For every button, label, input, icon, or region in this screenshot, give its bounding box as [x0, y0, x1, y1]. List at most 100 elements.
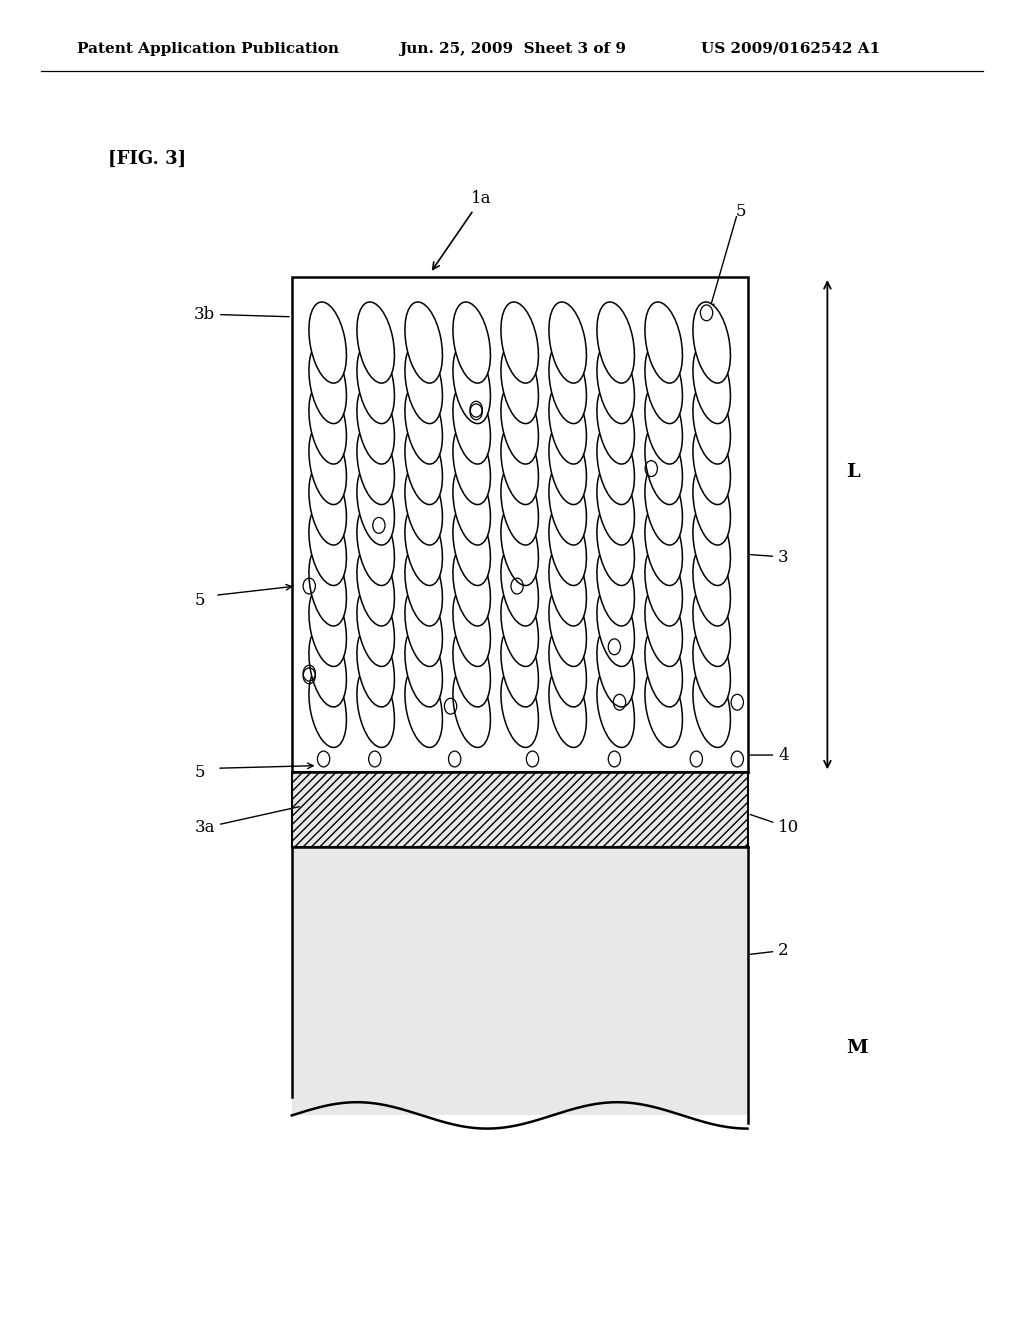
Ellipse shape [501, 302, 539, 383]
Ellipse shape [693, 424, 730, 504]
Ellipse shape [309, 626, 346, 708]
Ellipse shape [357, 545, 394, 626]
Ellipse shape [693, 463, 730, 545]
Ellipse shape [501, 626, 539, 708]
Ellipse shape [501, 463, 539, 545]
Ellipse shape [597, 302, 635, 383]
Ellipse shape [693, 302, 730, 383]
Ellipse shape [309, 302, 346, 383]
Text: 3: 3 [751, 549, 788, 565]
Text: 5: 5 [195, 764, 205, 780]
Ellipse shape [597, 504, 635, 586]
Ellipse shape [453, 302, 490, 383]
Ellipse shape [357, 424, 394, 504]
Text: US 2009/0162542 A1: US 2009/0162542 A1 [701, 42, 881, 55]
Ellipse shape [549, 383, 587, 465]
Ellipse shape [309, 383, 346, 465]
Ellipse shape [357, 302, 394, 383]
Text: 3a: 3a [195, 807, 299, 836]
Ellipse shape [597, 342, 635, 424]
Ellipse shape [597, 626, 635, 708]
Ellipse shape [501, 504, 539, 586]
Ellipse shape [404, 383, 442, 465]
Ellipse shape [453, 504, 490, 586]
Ellipse shape [404, 302, 442, 383]
Ellipse shape [693, 667, 730, 747]
Text: 4: 4 [751, 747, 788, 763]
Ellipse shape [404, 667, 442, 747]
Ellipse shape [597, 463, 635, 545]
Ellipse shape [404, 545, 442, 626]
Text: 10: 10 [751, 814, 800, 836]
Ellipse shape [501, 383, 539, 465]
Ellipse shape [597, 424, 635, 504]
Ellipse shape [404, 342, 442, 424]
Ellipse shape [549, 626, 587, 708]
Bar [292, 277, 748, 772]
Ellipse shape [501, 667, 539, 747]
Ellipse shape [404, 424, 442, 504]
Text: 5: 5 [735, 203, 745, 219]
Ellipse shape [645, 585, 682, 667]
Ellipse shape [453, 463, 490, 545]
Text: 2: 2 [751, 942, 788, 958]
Ellipse shape [693, 545, 730, 626]
Ellipse shape [645, 383, 682, 465]
Ellipse shape [549, 545, 587, 626]
Ellipse shape [404, 626, 442, 708]
Ellipse shape [357, 342, 394, 424]
Ellipse shape [453, 626, 490, 708]
Text: 5: 5 [195, 593, 205, 609]
Text: L: L [846, 463, 859, 480]
Ellipse shape [645, 667, 682, 747]
Ellipse shape [693, 342, 730, 424]
Text: Jun. 25, 2009  Sheet 3 of 9: Jun. 25, 2009 Sheet 3 of 9 [399, 42, 627, 55]
Ellipse shape [645, 302, 682, 383]
Ellipse shape [309, 667, 346, 747]
Ellipse shape [357, 667, 394, 747]
Ellipse shape [549, 585, 587, 667]
Text: 1a: 1a [433, 190, 492, 269]
Ellipse shape [501, 424, 539, 504]
Ellipse shape [549, 342, 587, 424]
Ellipse shape [645, 342, 682, 424]
Ellipse shape [693, 504, 730, 586]
Ellipse shape [453, 585, 490, 667]
Ellipse shape [693, 383, 730, 465]
Ellipse shape [453, 667, 490, 747]
Ellipse shape [404, 463, 442, 545]
Ellipse shape [549, 667, 587, 747]
Ellipse shape [597, 545, 635, 626]
Ellipse shape [549, 424, 587, 504]
Text: [FIG. 3]: [FIG. 3] [108, 149, 185, 168]
Ellipse shape [357, 585, 394, 667]
Ellipse shape [404, 504, 442, 586]
Ellipse shape [597, 585, 635, 667]
Ellipse shape [597, 667, 635, 747]
Ellipse shape [453, 383, 490, 465]
Ellipse shape [645, 424, 682, 504]
Ellipse shape [357, 626, 394, 708]
Ellipse shape [549, 302, 587, 383]
Ellipse shape [453, 424, 490, 504]
Ellipse shape [693, 585, 730, 667]
Text: Patent Application Publication: Patent Application Publication [77, 42, 339, 55]
Ellipse shape [549, 504, 587, 586]
Ellipse shape [501, 545, 539, 626]
Ellipse shape [645, 463, 682, 545]
Ellipse shape [645, 626, 682, 708]
Ellipse shape [309, 504, 346, 586]
Ellipse shape [357, 463, 394, 545]
Ellipse shape [357, 504, 394, 586]
Ellipse shape [597, 383, 635, 465]
Ellipse shape [309, 342, 346, 424]
Text: M: M [846, 1039, 867, 1057]
Ellipse shape [501, 585, 539, 667]
Ellipse shape [309, 424, 346, 504]
Ellipse shape [549, 463, 587, 545]
Ellipse shape [404, 585, 442, 667]
Ellipse shape [309, 545, 346, 626]
Ellipse shape [645, 504, 682, 586]
Bar [292, 772, 748, 847]
Ellipse shape [693, 626, 730, 708]
